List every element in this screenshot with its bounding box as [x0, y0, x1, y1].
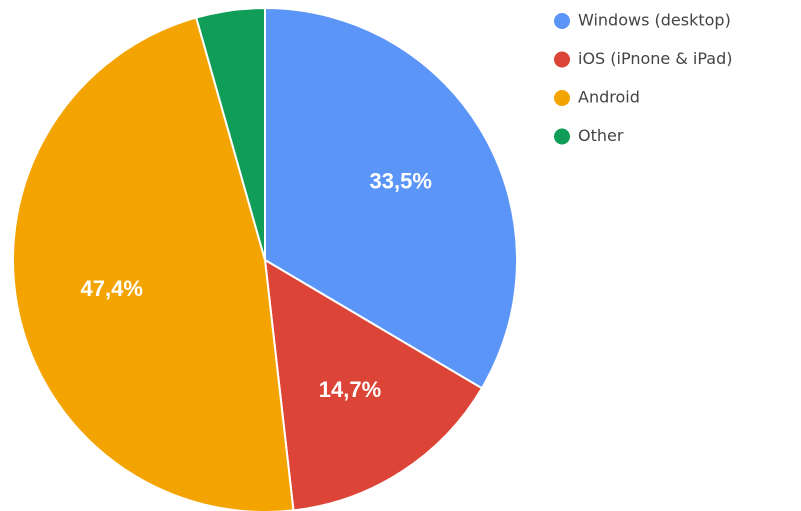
- legend-label-other: Other: [578, 126, 624, 145]
- pie-slice-windows-desktop: [264, 6, 518, 390]
- pie-slice-ios-ipnone-ipad: [263, 258, 484, 511]
- legend-marker-android: [554, 90, 570, 106]
- legend-marker-other: [554, 128, 570, 145]
- legend-label-windows-desktop: Windows (desktop): [578, 11, 731, 30]
- legend-item-other: Other: [554, 126, 624, 145]
- pie-labels: 33,5% 14,7% 47,4%: [81, 168, 432, 402]
- slice-label-windows-desktop: 33,5%: [370, 168, 432, 193]
- legend-item-windows-desktop: Windows (desktop): [554, 11, 731, 30]
- legend: Windows (desktop) iOS (iPnone & iPad) Andr…: [554, 11, 732, 145]
- pie-slices: [12, 6, 518, 511]
- pie-slice-android: [12, 16, 295, 511]
- pie-slice-other: [194, 6, 266, 261]
- legend-item-ios-ipnone-ipad: iOS (iPnone & iPad): [554, 49, 732, 68]
- legend-label-ios-ipnone-ipad: iOS (iPnone & iPad): [578, 49, 732, 68]
- legend-label-android: Android: [578, 88, 640, 107]
- legend-marker-ios-ipnone-ipad: [554, 51, 570, 68]
- legend-marker-windows-desktop: [554, 13, 570, 29]
- legend-item-android: Android: [554, 88, 640, 107]
- slice-label-android: 47,4%: [81, 276, 143, 301]
- slice-label-ios-ipnone-ipad: 14,7%: [319, 377, 381, 402]
